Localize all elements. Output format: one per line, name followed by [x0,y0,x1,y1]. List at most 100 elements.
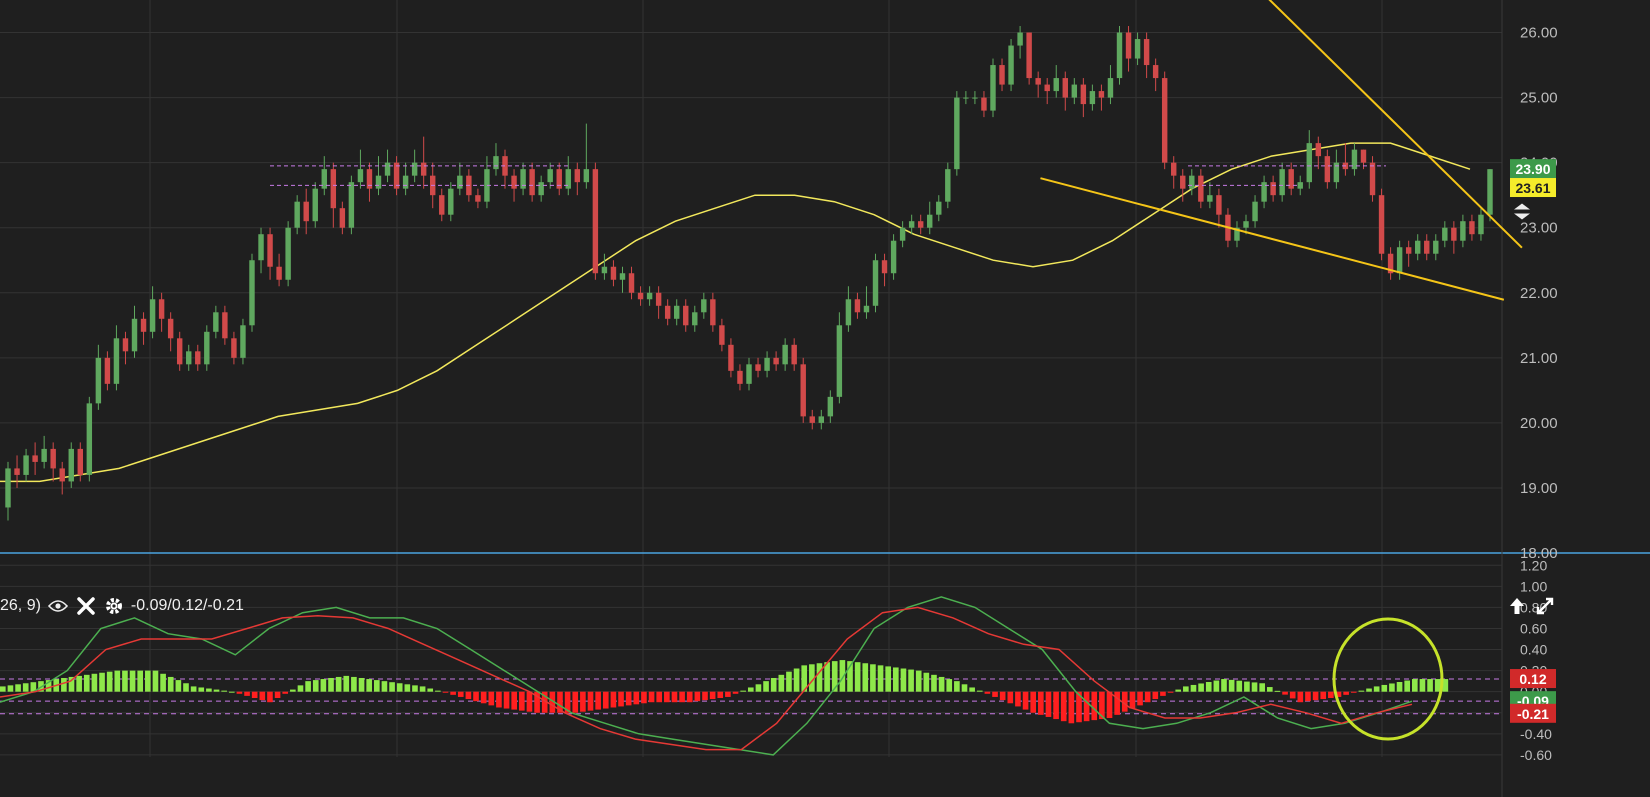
macd-histogram-bar [435,690,441,692]
candle-body [5,468,11,508]
candle-body [149,299,156,332]
candle [529,162,535,202]
candle-body [592,169,599,274]
macd-histogram-bar [1396,681,1403,692]
candle [1243,214,1249,235]
last-price-label-bg [1510,159,1556,179]
candle-body [1252,201,1258,222]
candle [1451,221,1457,254]
candle-body [1306,143,1312,183]
candle-body [673,305,680,319]
candle [646,286,653,306]
candle [773,351,779,371]
macd-histogram-bar [954,681,960,692]
candle-body [122,338,129,352]
macd-histogram-bar [1121,691,1128,712]
macd-histogram-bar [1343,691,1349,695]
candle-body [899,227,906,241]
candle-body [1405,247,1412,254]
candle [1180,169,1186,202]
macd-histogram-bar [969,687,975,692]
candle-body [646,292,653,300]
candle-body [1035,78,1041,85]
macd-histogram-bar [1137,691,1143,706]
macd-tick-label: 0.60 [1520,620,1547,636]
candle-body [520,169,526,189]
candle-body [728,344,734,371]
macd-histogram-bar [1228,679,1235,692]
macd-histogram-bar [1381,684,1388,692]
candle [1089,84,1096,111]
candle-body [1396,247,1403,274]
candle [1107,65,1114,105]
candle-body [1161,78,1168,163]
macd-histogram-bar [1289,691,1296,699]
candle-body [1324,156,1331,183]
close-icon[interactable] [75,595,97,617]
macd-histogram-bar [320,679,327,692]
macd-histogram-bar [763,681,769,692]
macd-tick-label: 1.00 [1520,578,1547,594]
macd-histogram-bar [862,663,869,692]
signal-value-label-bg [1510,669,1556,689]
scale-handle-icon [1514,203,1530,220]
macd-histogram-bar [1389,683,1395,692]
current-price-label-bg [1510,178,1556,198]
candle [1387,247,1394,280]
macd-histogram-bar [1205,681,1212,692]
candle-body [836,325,843,397]
candle-body [927,214,933,228]
macd-histogram-bar [236,691,243,694]
macd-histogram-bar [358,677,365,692]
macd-histogram-bar [167,676,174,692]
candle-body [23,455,29,475]
macd-histogram-bar [190,686,197,692]
macd-histogram-bar [1030,691,1037,713]
candle [836,312,843,404]
candle [1171,156,1177,189]
candle [845,286,852,332]
candle-body [1044,84,1050,92]
candle-body [402,175,409,189]
candle-body [628,273,635,293]
macd-tick-label: 0.40 [1520,642,1547,658]
candle [1044,78,1050,105]
macd-histogram-bar [1328,691,1334,699]
candle [1134,32,1141,66]
candle [673,299,680,326]
macd-histogram-bar [999,691,1006,701]
macd-histogram-bar [427,688,434,692]
macd-histogram-bar [1053,691,1059,720]
candle [1469,214,1475,241]
expand-icon[interactable] [1534,595,1556,617]
indicator-label: 26, 9) [0,597,41,614]
candle-body [1071,84,1078,98]
candle-body [1261,182,1267,202]
candle [167,312,174,352]
gear-icon[interactable] [103,595,125,617]
candle [601,253,608,280]
macd-histogram-bar [778,674,785,692]
candle [50,442,56,482]
candle-body [285,227,291,280]
candle [746,357,752,391]
candle [122,331,129,365]
macd-histogram-bar [351,676,357,692]
eye-icon[interactable] [47,595,69,617]
candle [1198,169,1204,209]
macd-histogram-bar [122,670,128,692]
candle [5,461,11,521]
candle-body [529,169,535,196]
macd-histogram-bar [541,691,548,713]
arrow-up-icon[interactable] [1506,595,1528,617]
macd-histogram-bar [839,660,846,692]
candle-body [448,188,454,215]
candle [140,312,147,345]
macd-histogram-bar [664,691,670,703]
candle [1351,143,1358,176]
macd-histogram-bar [1373,686,1380,692]
candle [1342,143,1349,176]
macd-histogram-bar [984,691,991,694]
candle [574,162,581,196]
